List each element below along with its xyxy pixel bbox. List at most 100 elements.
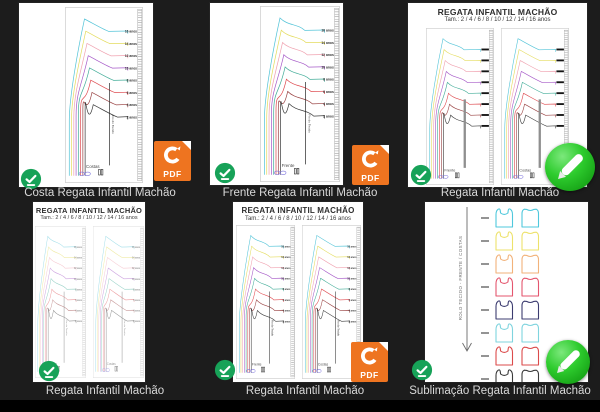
svg-text:16 anos: 16 anos xyxy=(321,29,334,33)
svg-text:6 anos: 6 anos xyxy=(348,298,356,302)
svg-text:14 anos: 14 anos xyxy=(74,255,82,260)
pattern-title: REGATA INFANTIL MACHÃO xyxy=(35,206,143,215)
svg-text:Frente: Frente xyxy=(444,167,455,172)
svg-text:2 anos: 2 anos xyxy=(282,319,290,323)
pattern-thumbnail: 16 anos 14 anos 12 anos 10 anos 8 anos 6 anos… xyxy=(33,226,145,378)
svg-text:2 anos: 2 anos xyxy=(127,115,137,119)
pattern-sizes-subtitle: Tam.: 2 / 4 / 6 / 8 / 10 / 12 / 14 / 16 … xyxy=(444,17,551,23)
svg-text:10 anos: 10 anos xyxy=(321,65,334,69)
svg-text:10 anos: 10 anos xyxy=(74,276,82,281)
svg-text:Costas: Costas xyxy=(106,361,115,366)
svg-text:10 anos: 10 anos xyxy=(125,66,137,70)
check-badge-icon xyxy=(214,162,236,184)
check-badge-icon xyxy=(38,360,60,382)
svg-text:10 anos: 10 anos xyxy=(132,276,140,281)
svg-text:8 anos: 8 anos xyxy=(323,78,334,82)
svg-text:10 anos: 10 anos xyxy=(347,276,357,280)
image-editor-pencil-icon xyxy=(546,340,590,384)
svg-text:8 anos: 8 anos xyxy=(348,287,356,291)
svg-text:8 anos: 8 anos xyxy=(133,287,140,292)
file-card-sublimacao[interactable]: ROLO TECIDO - FRENTE / COSTAS xyxy=(411,202,590,384)
svg-text:6 anos: 6 anos xyxy=(133,298,140,303)
file-card-costa-regata[interactable]: 16 anos 14 anos 12 anos 10 anos 8 anos 6 anos… xyxy=(19,3,191,190)
svg-text:16 anos: 16 anos xyxy=(74,245,82,250)
svg-text:16 anos: 16 anos xyxy=(281,244,291,248)
pdf-icon-label: PDF xyxy=(360,370,379,380)
pattern-sizes-subtitle: Tam.: 2 / 4 / 6 / 8 / 10 / 12 / 14 / 16 … xyxy=(40,215,138,221)
file-caption: Costa Regata Infantil Machão xyxy=(24,187,176,199)
svg-text:14 anos: 14 anos xyxy=(125,42,137,46)
check-badge-icon xyxy=(214,359,236,381)
svg-text:6 anos: 6 anos xyxy=(75,298,82,303)
file-caption: Regata Infantil Machão xyxy=(245,385,365,397)
pattern-sizes-subtitle: Tam.: 2 / 4 / 6 / 8 / 10 / 12 / 14 / 16 … xyxy=(244,215,352,222)
svg-text:10 anos: 10 anos xyxy=(281,276,291,280)
svg-text:8 anos: 8 anos xyxy=(127,79,137,83)
svg-text:2 anos: 2 anos xyxy=(348,319,356,323)
foxit-swirl-icon xyxy=(362,150,379,168)
file-card-regata-plain[interactable]: REGATA INFANTIL MACHÃO Tam.: 2 / 4 / 6 /… xyxy=(33,202,145,382)
pattern-thumbnail: 16 anos 14 anos 12 anos 10 anos 8 anos 6 anos… xyxy=(233,225,363,379)
pdf-file-icon: PDF xyxy=(351,342,388,382)
check-badge-icon xyxy=(411,359,433,381)
svg-text:Fio do Tecido: Fio do Tecido xyxy=(270,320,273,337)
file-caption: Regata Infantil Machão xyxy=(45,385,165,397)
svg-text:12 anos: 12 anos xyxy=(125,54,137,58)
svg-text:14 anos: 14 anos xyxy=(347,255,357,259)
svg-text:2 anos: 2 anos xyxy=(133,319,140,324)
file-caption: Sublimação Regata Infantil Machão xyxy=(409,385,591,397)
pattern-thumbnail: 16 anos 14 anos 12 anos 10 anos 8 anos 6 anos… xyxy=(65,7,143,183)
pdf-icon-label: PDF xyxy=(163,169,182,179)
svg-text:4 anos: 4 anos xyxy=(75,308,82,313)
pattern-title: REGATA INFANTIL MACHÃO xyxy=(241,206,355,215)
svg-text:4 anos: 4 anos xyxy=(348,308,356,312)
svg-text:14 anos: 14 anos xyxy=(132,255,140,260)
check-badge-icon xyxy=(20,168,42,190)
svg-text:Fio do Tecido: Fio do Tecido xyxy=(336,320,339,337)
pdf-icon-label: PDF xyxy=(361,173,380,183)
image-editor-pencil-icon xyxy=(545,143,595,191)
file-card-regata-image[interactable]: REGATA INFANTIL MACHÃO Tam.: 2 / 4 / 6 /… xyxy=(408,3,595,191)
file-caption: Regata Infantil Machão xyxy=(440,187,560,199)
svg-text:4 anos: 4 anos xyxy=(282,308,290,312)
svg-text:14 anos: 14 anos xyxy=(281,255,291,259)
svg-text:Fio do Tecido: Fio do Tecido xyxy=(65,320,68,337)
pattern-title: REGATA INFANTIL MACHÃO xyxy=(437,7,558,17)
svg-text:14 anos: 14 anos xyxy=(321,41,334,45)
svg-text:8 anos: 8 anos xyxy=(282,287,290,291)
svg-text:Fio do Tecido: Fio do Tecido xyxy=(123,320,126,337)
file-card-regata-pdf[interactable]: REGATA INFANTIL MACHÃO Tam.: 2 / 4 / 6 /… xyxy=(214,202,388,382)
svg-text:8 anos: 8 anos xyxy=(75,287,82,292)
svg-text:12 anos: 12 anos xyxy=(132,266,140,271)
svg-text:Costas: Costas xyxy=(86,164,100,169)
svg-text:Costas: Costas xyxy=(317,362,327,366)
svg-text:4 anos: 4 anos xyxy=(323,102,334,106)
pdf-file-icon: PDF xyxy=(352,145,389,185)
svg-text:ROLO TECIDO - FRENTE / COSTAS: ROLO TECIDO - FRENTE / COSTAS xyxy=(458,236,463,321)
svg-text:Costas: Costas xyxy=(519,167,531,172)
svg-text:Frente: Frente xyxy=(282,163,295,168)
svg-text:Fio do Tecido: Fio do Tecido xyxy=(307,114,311,133)
svg-text:2 anos: 2 anos xyxy=(75,319,82,324)
svg-text:2 anos: 2 anos xyxy=(323,114,334,118)
pattern-thumbnail: 16 anos 14 anos 12 anos 10 anos 8 anos 6 anos… xyxy=(260,6,340,182)
file-caption: Frente Regata Infantil Machão xyxy=(222,187,378,199)
svg-text:4 anos: 4 anos xyxy=(127,103,137,107)
svg-text:4 anos: 4 anos xyxy=(133,308,140,313)
svg-text:Fio do Tecido: Fio do Tecido xyxy=(111,115,115,134)
svg-text:Frente: Frente xyxy=(251,362,261,366)
svg-text:12 anos: 12 anos xyxy=(321,53,334,57)
svg-text:16 anos: 16 anos xyxy=(132,245,140,250)
svg-text:6 anos: 6 anos xyxy=(323,90,334,94)
check-badge-icon xyxy=(410,164,432,186)
foxit-swirl-icon xyxy=(164,146,181,164)
svg-text:16 anos: 16 anos xyxy=(347,244,357,248)
svg-text:16 anos: 16 anos xyxy=(125,30,137,34)
foxit-swirl-icon xyxy=(361,347,378,365)
svg-text:12 anos: 12 anos xyxy=(347,266,357,270)
svg-text:6 anos: 6 anos xyxy=(127,91,137,95)
svg-text:12 anos: 12 anos xyxy=(281,266,291,270)
file-card-frente-regata[interactable]: 16 anos 14 anos 12 anos 10 anos 8 anos 6 anos… xyxy=(210,3,389,185)
bottom-letterbox xyxy=(0,400,600,412)
